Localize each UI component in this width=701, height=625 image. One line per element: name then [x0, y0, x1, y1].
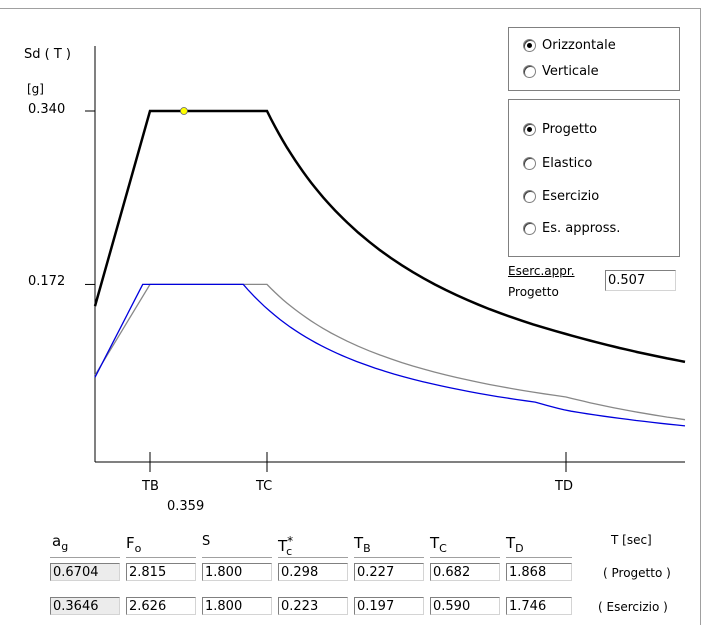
tb-value-label: 0.359	[167, 499, 205, 514]
header-tc-star-sup: *	[287, 534, 294, 548]
td-esercizio-field[interactable]: 1.746	[506, 597, 572, 615]
y-tick-label-high: 0.340	[28, 102, 66, 117]
series-line-esercizio-blue	[94, 283, 686, 427]
ratio-label-top: Eserc.appr.	[508, 264, 575, 278]
header-fo-main: F	[126, 534, 135, 552]
radio-label-orizzontale: Orizzontale	[542, 38, 616, 53]
header-ag-main: a	[52, 532, 62, 550]
ratio-label-bottom: Progetto	[508, 285, 559, 299]
header-tc-star-sub: c	[286, 545, 293, 558]
header-underline	[278, 557, 348, 558]
header-underline	[354, 557, 424, 558]
tb-esercizio-field[interactable]: 0.197	[354, 597, 424, 615]
tcstar-esercizio-field[interactable]: 0.223	[278, 597, 348, 615]
radio-orizzontale[interactable]: Orizzontale	[523, 38, 616, 53]
radio-dot-icon	[523, 39, 536, 52]
td-progetto-field[interactable]: 1.868	[506, 563, 572, 581]
fo-progetto-field[interactable]: 2.815	[126, 563, 196, 581]
header-underline	[202, 557, 272, 558]
tcstar-progetto-field[interactable]: 0.298	[278, 563, 348, 581]
header-tc-sub: C	[439, 542, 447, 555]
radio-label-es-appross: Es. appross.	[542, 221, 621, 236]
radio-elastico[interactable]: Elastico	[523, 156, 592, 171]
header-tc-main: T	[430, 534, 440, 552]
s-esercizio-field[interactable]: 1.800	[202, 597, 272, 615]
direction-group: Orizzontale Verticale	[508, 27, 680, 91]
tc-esercizio-field[interactable]: 0.590	[430, 597, 500, 615]
radio-verticale[interactable]: Verticale	[523, 64, 599, 79]
header-fo-sub: o	[134, 542, 142, 555]
radio-esercizio[interactable]: Esercizio	[523, 189, 599, 204]
header-underline	[430, 557, 500, 558]
radio-label-verticale: Verticale	[542, 64, 599, 79]
header-td: TD	[506, 534, 524, 555]
header-fo: Fo	[126, 534, 141, 555]
series-line-elastic-grey	[94, 283, 686, 421]
header-tb-main: T	[354, 534, 364, 552]
tc-progetto-field[interactable]: 0.682	[430, 563, 500, 581]
header-underline	[50, 557, 120, 558]
header-ag-sub: g	[61, 540, 69, 553]
radio-dot-icon	[523, 190, 536, 203]
frame-top-border	[0, 8, 701, 9]
spectrum-chart	[85, 46, 686, 472]
unit-label: T [sec]	[611, 533, 652, 547]
radio-dot-icon	[523, 65, 536, 78]
ratio-value-field[interactable]: 0.507	[605, 270, 676, 291]
header-td-sub: D	[515, 542, 524, 555]
radio-label-elastico: Elastico	[542, 156, 593, 171]
header-ag: ag	[52, 532, 68, 553]
y-tick-label-low: 0.172	[28, 274, 66, 289]
tb-progetto-field[interactable]: 0.227	[354, 563, 424, 581]
header-s-main: S	[202, 534, 211, 549]
y-axis-unit: [g]	[27, 82, 44, 96]
radio-es-appross[interactable]: Es. appross.	[523, 221, 620, 236]
header-tc-star: T*c	[278, 534, 294, 558]
row-label-progetto: ( Progetto )	[603, 566, 671, 580]
radio-dot-icon	[523, 157, 536, 170]
radio-progetto[interactable]: Progetto	[523, 122, 597, 137]
fo-esercizio-field[interactable]: 2.626	[126, 597, 196, 615]
radio-label-progetto: Progetto	[542, 122, 598, 137]
x-tick-label-tc: TC	[256, 479, 273, 494]
header-tb-sub: B	[363, 542, 371, 555]
header-underline	[506, 557, 572, 558]
s-progetto-field[interactable]: 1.800	[202, 563, 272, 581]
x-tick-label-td: TD	[555, 479, 573, 494]
ag-progetto-field[interactable]: 0.6704	[50, 563, 120, 581]
header-td-main: T	[506, 534, 516, 552]
row-label-esercizio: ( Esercizio )	[598, 600, 668, 614]
radio-dot-icon	[523, 222, 536, 235]
ag-esercizio-field[interactable]: 0.3646	[50, 597, 120, 615]
header-tc-star-main: T	[278, 537, 288, 555]
series-line-progetto	[93, 109, 686, 364]
x-tick-label-tb: TB	[142, 479, 159, 494]
marker-point[interactable]	[180, 107, 188, 115]
spectrum-type-group: Progetto Elastico Esercizio Es. appross.	[508, 99, 680, 257]
radio-dot-icon	[523, 123, 536, 136]
header-tc: TC	[430, 534, 447, 555]
header-s: S	[202, 534, 210, 549]
header-underline	[126, 557, 196, 558]
radio-label-esercizio: Esercizio	[542, 189, 600, 204]
header-tb: TB	[354, 534, 371, 555]
y-axis-label: Sd ( T )	[24, 47, 71, 62]
